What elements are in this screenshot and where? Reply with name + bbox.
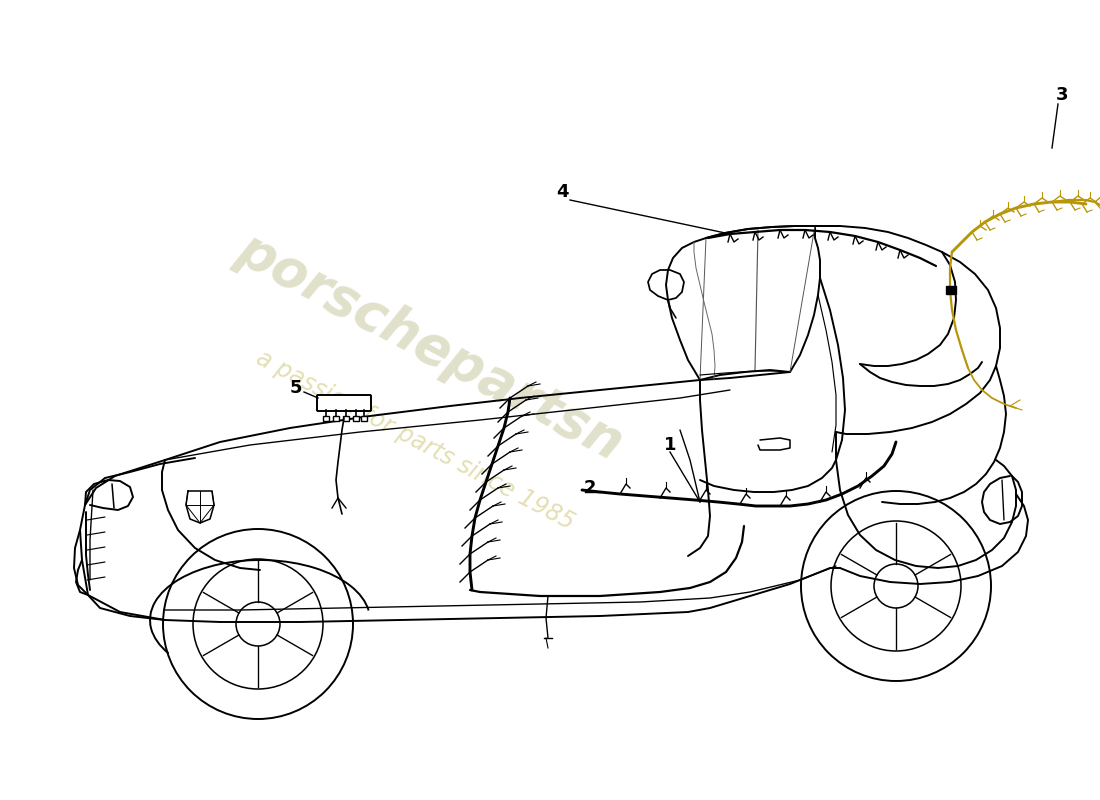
Text: a passion for parts since 1985: a passion for parts since 1985 xyxy=(252,346,579,535)
Text: porschepartsn: porschepartsn xyxy=(228,223,631,471)
Text: 4: 4 xyxy=(556,183,569,201)
Bar xyxy=(353,416,359,421)
Bar xyxy=(343,416,349,421)
Text: 2: 2 xyxy=(584,479,596,497)
Bar xyxy=(333,416,339,421)
Bar xyxy=(946,286,956,294)
Text: 5: 5 xyxy=(289,379,302,397)
Text: 3: 3 xyxy=(1056,86,1068,104)
Bar xyxy=(361,416,367,421)
Bar xyxy=(323,416,329,421)
Text: 1: 1 xyxy=(663,436,676,454)
FancyBboxPatch shape xyxy=(317,395,371,411)
